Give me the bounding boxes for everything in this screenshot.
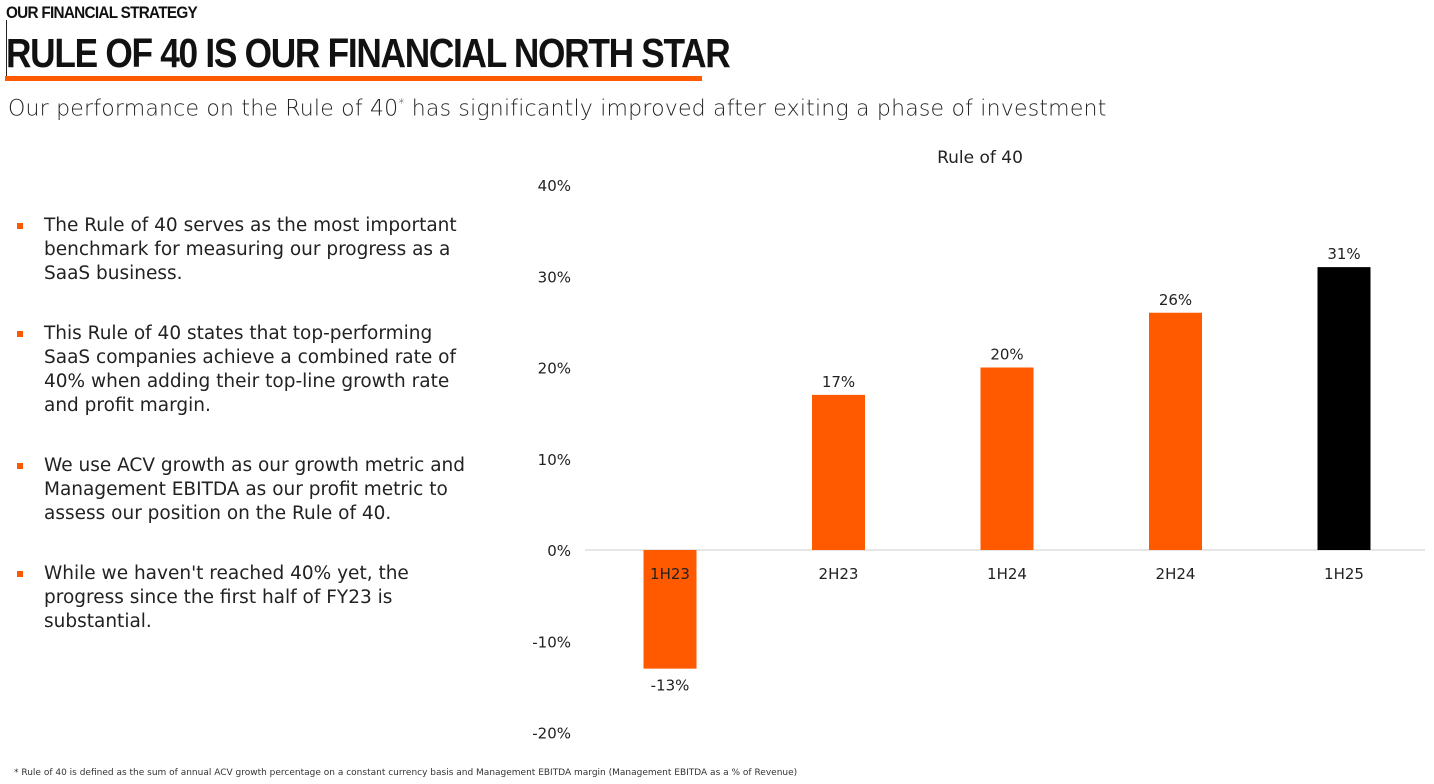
y-tick-label: 30%: [538, 268, 571, 286]
bullet-text: We use ACV growth as our growth metric a…: [44, 455, 466, 524]
x-tick-label: 2H24: [1156, 565, 1196, 583]
data-label: 17%: [822, 373, 855, 391]
bullet-item: The Rule of 40 serves as the most import…: [17, 214, 467, 286]
bullet-square-icon: [17, 331, 23, 337]
data-label: 20%: [990, 346, 1023, 364]
x-tick-label: 1H25: [1324, 565, 1364, 583]
y-tick-label: 40%: [538, 177, 571, 195]
y-tick-label: 20%: [538, 360, 571, 378]
text-cursor: [6, 20, 7, 78]
bar-1H24: [980, 367, 1034, 550]
subtitle: Our performance on the Rule of 40* has s…: [8, 96, 1107, 121]
bullet-text: This Rule of 40 states that top-performi…: [44, 323, 456, 416]
y-tick-label: 10%: [538, 451, 571, 469]
subtitle-text-rest: has significantly improved after exiting…: [404, 96, 1107, 122]
x-tick-label: 2H23: [819, 565, 859, 583]
footnote: * Rule of 40 is defined as the sum of an…: [14, 768, 798, 778]
y-tick-label: 0%: [547, 542, 571, 560]
x-tick-label: 1H23: [650, 565, 690, 583]
bar-1H23: [643, 550, 697, 669]
subtitle-text: Our performance on the Rule of 40: [8, 96, 399, 122]
bullet-item: While we haven't reached 40% yet, the pr…: [17, 562, 467, 634]
data-label: -13%: [651, 677, 690, 695]
bullet-list: The Rule of 40 serves as the most import…: [17, 214, 467, 670]
bullet-text: The Rule of 40 serves as the most import…: [44, 215, 457, 284]
footnote-mark: *: [398, 96, 405, 110]
bullet-square-icon: [17, 223, 23, 229]
y-tick-label: -20%: [532, 725, 571, 743]
bar-1H25: [1317, 267, 1371, 550]
data-label: 31%: [1327, 245, 1360, 263]
chart-title: Rule of 40: [937, 148, 1023, 168]
y-tick-label: -10%: [532, 633, 571, 651]
bullet-item: This Rule of 40 states that top-performi…: [17, 322, 467, 418]
title-underline: [5, 76, 702, 81]
bullet-item: We use ACV growth as our growth metric a…: [17, 454, 467, 526]
bullet-square-icon: [17, 571, 23, 577]
bar-2H23: [812, 394, 865, 550]
bullet-text: While we haven't reached 40% yet, the pr…: [44, 563, 409, 632]
bar-2H24: [1149, 312, 1202, 550]
bullet-square-icon: [17, 463, 23, 469]
x-tick-label: 1H24: [987, 565, 1027, 583]
data-label: 26%: [1159, 291, 1192, 309]
page-title: RULE OF 40 IS OUR FINANCIAL NORTH STAR: [6, 30, 731, 76]
section-kicker: OUR FINANCIAL STRATEGY: [6, 3, 198, 22]
